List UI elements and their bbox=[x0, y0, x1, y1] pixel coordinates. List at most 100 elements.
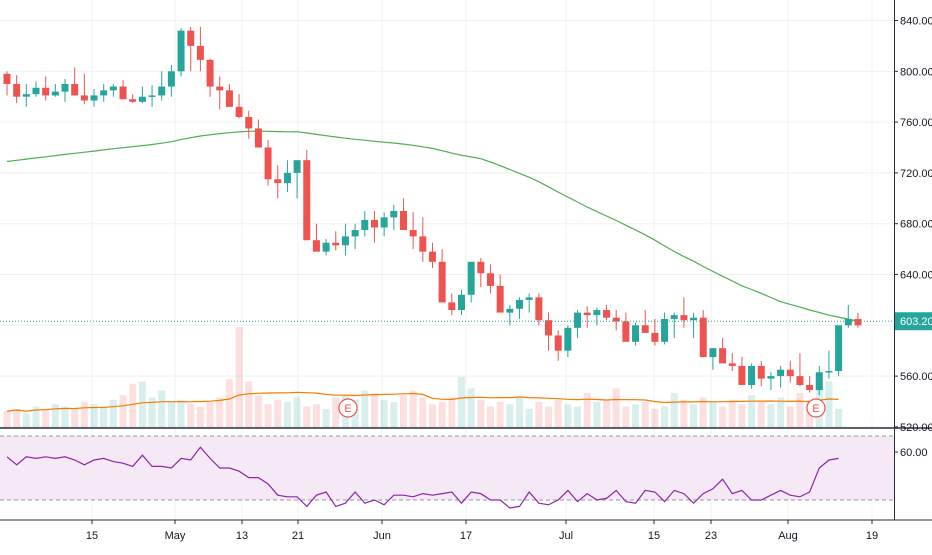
time-axis[interactable]: 15 May 13 21 Jun 17 Jul 15 23 Aug 19 bbox=[86, 520, 878, 542]
candle[interactable] bbox=[71, 67, 79, 96]
candle[interactable] bbox=[206, 58, 214, 97]
rsi-axis[interactable]: 60.00 bbox=[894, 447, 928, 459]
candle[interactable] bbox=[844, 304, 852, 328]
candle[interactable] bbox=[187, 26, 195, 72]
candle[interactable] bbox=[835, 325, 843, 377]
candle[interactable] bbox=[757, 360, 765, 387]
candle[interactable] bbox=[709, 348, 717, 370]
candle[interactable] bbox=[332, 231, 340, 251]
candle[interactable] bbox=[728, 353, 736, 372]
candle[interactable] bbox=[690, 312, 698, 338]
volume-bar bbox=[148, 397, 156, 427]
candle[interactable] bbox=[380, 212, 388, 237]
candle[interactable] bbox=[699, 310, 707, 358]
candle[interactable] bbox=[293, 160, 301, 199]
earnings-marker[interactable]: E bbox=[806, 398, 826, 418]
candle[interactable] bbox=[651, 318, 659, 346]
candle[interactable] bbox=[593, 307, 601, 326]
candle[interactable] bbox=[419, 217, 427, 262]
candle[interactable] bbox=[554, 330, 562, 361]
candle[interactable] bbox=[670, 312, 678, 338]
candle[interactable] bbox=[719, 338, 727, 364]
candle[interactable] bbox=[622, 312, 630, 342]
candle[interactable] bbox=[42, 76, 50, 101]
candle-body bbox=[177, 30, 185, 72]
candle[interactable] bbox=[661, 312, 669, 345]
candle[interactable] bbox=[467, 261, 475, 303]
candle[interactable] bbox=[428, 242, 436, 269]
candle[interactable] bbox=[51, 84, 59, 97]
candle[interactable] bbox=[129, 94, 137, 104]
candle[interactable] bbox=[815, 365, 823, 396]
candle[interactable] bbox=[448, 293, 456, 316]
candle[interactable] bbox=[477, 257, 485, 288]
candle[interactable] bbox=[148, 85, 156, 107]
candle[interactable] bbox=[487, 264, 494, 294]
candle[interactable] bbox=[612, 310, 620, 331]
candle[interactable] bbox=[738, 357, 746, 385]
candle[interactable] bbox=[109, 84, 117, 97]
candle[interactable] bbox=[390, 204, 398, 231]
candle[interactable] bbox=[632, 322, 640, 346]
candle-body bbox=[341, 236, 349, 246]
candle[interactable] bbox=[13, 75, 21, 104]
candle[interactable] bbox=[777, 365, 785, 388]
candle[interactable] bbox=[138, 86, 146, 104]
candle[interactable] bbox=[245, 110, 253, 139]
candle[interactable] bbox=[351, 223, 359, 250]
candle[interactable] bbox=[341, 223, 349, 256]
candle[interactable] bbox=[216, 76, 224, 110]
candle[interactable] bbox=[767, 372, 775, 391]
candle[interactable] bbox=[438, 249, 446, 303]
price-axis[interactable]: 840.00 800.00 760.00 720.00 680.00 640.00 560.… bbox=[894, 16, 932, 434]
candle[interactable] bbox=[312, 223, 320, 252]
candle[interactable] bbox=[545, 312, 553, 351]
candle[interactable] bbox=[748, 363, 756, 389]
candle[interactable] bbox=[574, 310, 582, 338]
candle[interactable] bbox=[583, 306, 591, 328]
candle[interactable] bbox=[177, 28, 185, 77]
candlesticks[interactable] bbox=[3, 26, 862, 396]
candle[interactable] bbox=[303, 150, 311, 241]
candle[interactable] bbox=[61, 78, 69, 102]
candle[interactable] bbox=[825, 350, 833, 379]
candle[interactable] bbox=[167, 64, 175, 97]
candle[interactable] bbox=[564, 325, 572, 358]
candle[interactable] bbox=[361, 211, 369, 237]
earnings-marker[interactable]: E bbox=[338, 398, 358, 418]
candle[interactable] bbox=[603, 304, 611, 321]
candle[interactable] bbox=[22, 84, 30, 107]
candle[interactable] bbox=[32, 81, 40, 97]
candle[interactable] bbox=[254, 119, 262, 148]
candle[interactable] bbox=[158, 71, 166, 101]
candle[interactable] bbox=[399, 198, 407, 231]
candle[interactable] bbox=[796, 353, 804, 387]
candle[interactable] bbox=[225, 84, 233, 107]
candle[interactable] bbox=[274, 165, 282, 199]
candle[interactable] bbox=[506, 304, 514, 326]
candle[interactable] bbox=[80, 73, 88, 105]
candle[interactable] bbox=[235, 94, 243, 119]
candle[interactable] bbox=[119, 80, 127, 100]
candle[interactable] bbox=[457, 289, 465, 316]
candle[interactable] bbox=[786, 360, 794, 383]
candle[interactable] bbox=[680, 297, 688, 328]
candle[interactable] bbox=[3, 71, 11, 96]
candle[interactable] bbox=[496, 274, 504, 313]
candle[interactable] bbox=[516, 297, 524, 319]
candle[interactable] bbox=[264, 139, 272, 186]
candle[interactable] bbox=[525, 293, 533, 313]
candle[interactable] bbox=[409, 212, 417, 250]
candle[interactable] bbox=[283, 160, 291, 192]
candle[interactable] bbox=[854, 312, 862, 328]
candle[interactable] bbox=[322, 238, 330, 256]
candle[interactable] bbox=[90, 89, 98, 107]
candle[interactable] bbox=[535, 293, 543, 326]
candle[interactable] bbox=[370, 211, 378, 243]
candle[interactable] bbox=[806, 376, 814, 393]
candle[interactable] bbox=[100, 84, 108, 102]
candle[interactable] bbox=[196, 26, 204, 72]
